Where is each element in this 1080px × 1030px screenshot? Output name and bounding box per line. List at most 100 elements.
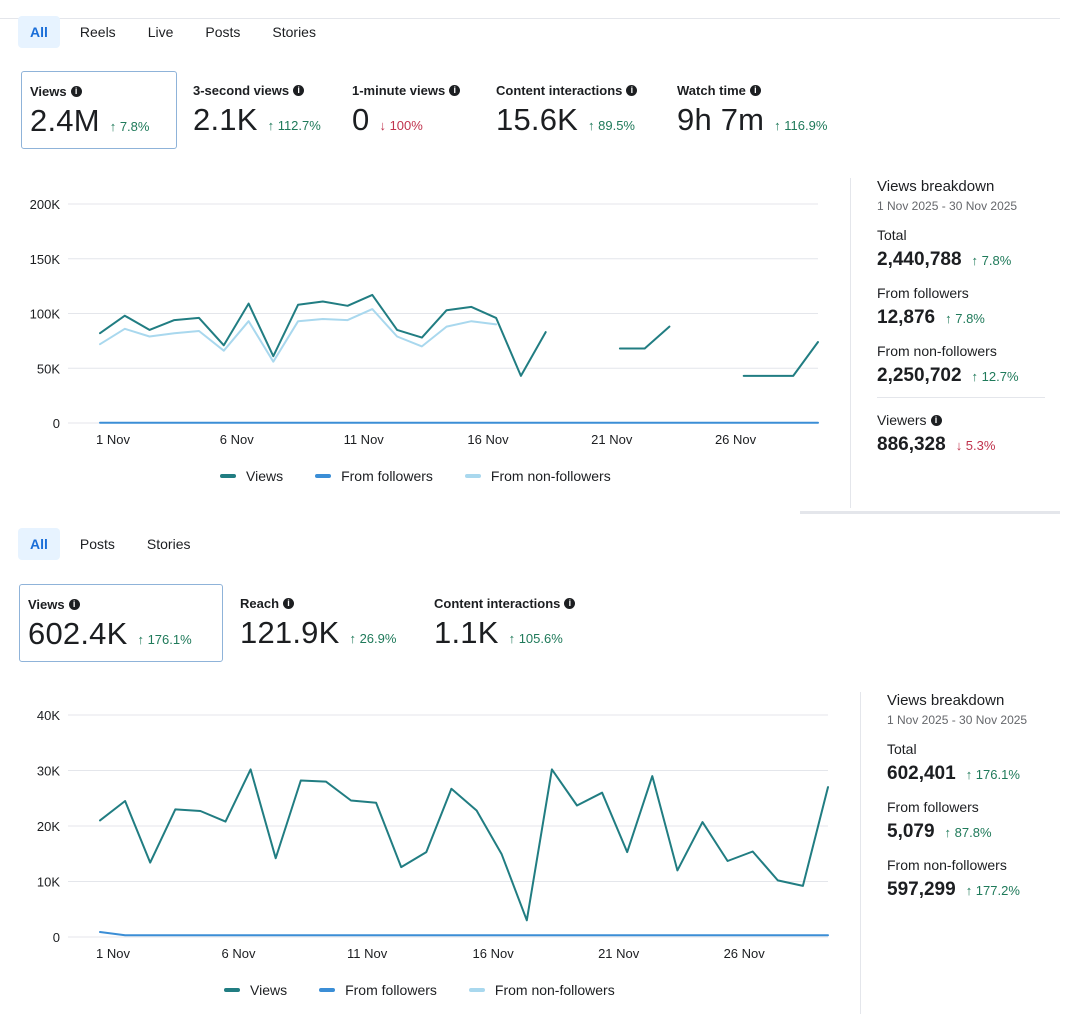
- legend-item-views[interactable]: Views: [224, 982, 287, 998]
- info-icon[interactable]: i: [68, 599, 80, 610]
- content-type-tabs: All Posts Stories: [18, 528, 210, 560]
- legend-label: From followers: [341, 468, 433, 484]
- metric-label: Views i: [30, 84, 168, 99]
- metric-row: 0 ↓ 100%: [352, 102, 476, 138]
- x-tick-label: 6 Nov: [220, 432, 254, 447]
- metric-change: ↑ 7.8%: [109, 119, 150, 134]
- views-line-chart[interactable]: 0 10K 20K 30K 40K 1 Nov 6 Nov 11 Nov 16 Nov 21 No…: [0, 694, 850, 966]
- tab-posts[interactable]: Posts: [205, 24, 241, 40]
- metric-card-watch-time[interactable]: Watch time i 9h 7m ↑ 116.9%: [669, 71, 859, 149]
- legend-item-views[interactable]: Views: [220, 468, 283, 484]
- metric-label: 3-second views i: [193, 83, 329, 98]
- y-tick-label: 200K: [30, 197, 61, 212]
- metric-card-content-interactions[interactable]: Content interactions i 15.6K ↑ 89.5%: [488, 71, 664, 149]
- metric-row: 2.4M ↑ 7.8%: [30, 103, 168, 139]
- y-tick-label: 30K: [37, 764, 60, 779]
- breakdown-row-from-followers: 12,876 ↑ 7.8%: [877, 307, 1060, 329]
- metric-card-content-interactions[interactable]: Content interactions i 1.1K ↑ 105.6%: [426, 584, 616, 662]
- y-tick-label: 0: [53, 930, 60, 945]
- metric-card-views[interactable]: Views i 2.4M ↑ 7.8%: [21, 71, 177, 149]
- breakdown-value: 602,401: [887, 763, 956, 784]
- metric-row: 9h 7m ↑ 116.9%: [677, 102, 851, 138]
- info-icon[interactable]: i: [930, 414, 942, 426]
- metric-row: 15.6K ↑ 89.5%: [496, 102, 656, 138]
- metric-label: Content interactions i: [496, 83, 656, 98]
- metric-change: ↑ 26.9%: [349, 631, 397, 646]
- tab-all[interactable]: All: [18, 16, 60, 48]
- y-tick-label: 10K: [37, 875, 60, 890]
- info-icon[interactable]: i: [70, 86, 82, 97]
- info-icon[interactable]: i: [283, 598, 295, 609]
- panel-top-border: [0, 18, 1060, 19]
- tab-all[interactable]: All: [18, 528, 60, 560]
- metric-value: 0: [352, 102, 370, 137]
- breakdown-row-total: 602,401 ↑ 176.1%: [887, 763, 1070, 785]
- legend-label: From non-followers: [490, 468, 611, 484]
- breakdown-label-from-followers: From followers: [877, 285, 1060, 301]
- breakdown-change: ↑ 7.8%: [971, 253, 1012, 268]
- breakdown-change: ↑ 12.7%: [971, 369, 1019, 384]
- views-breakdown-panel: Views breakdown 1 Nov 2025 - 30 Nov 2025…: [860, 692, 1070, 1014]
- tab-stories[interactable]: Stories: [146, 536, 191, 552]
- breakdown-label-from-followers: From followers: [887, 799, 1070, 815]
- breakdown-value: 597,299: [887, 879, 956, 900]
- metric-card-3-second-views[interactable]: 3-second views i 2.1K ↑ 112.7%: [185, 71, 337, 149]
- x-tick-label: 26 Nov: [724, 946, 766, 961]
- y-tick-label: 50K: [37, 361, 60, 376]
- metric-card-views[interactable]: Views i 602.4K ↑ 176.1%: [19, 584, 223, 662]
- breakdown-row-from-followers: 5,079 ↑ 87.8%: [887, 821, 1070, 843]
- metric-label-text: Reach: [240, 596, 280, 611]
- x-tick-label: 21 Nov: [591, 432, 633, 447]
- metric-change: ↑ 105.6%: [508, 631, 563, 646]
- legend-swatch: [468, 988, 485, 992]
- x-tick-label: 26 Nov: [715, 432, 757, 447]
- metric-change: ↑ 176.1%: [137, 632, 192, 647]
- series-line-from-non-followers[interactable]: [99, 308, 498, 363]
- info-icon[interactable]: i: [626, 85, 638, 96]
- info-icon[interactable]: i: [293, 85, 305, 96]
- tab-posts[interactable]: Posts: [79, 536, 115, 552]
- metric-label-text: 3-second views: [193, 83, 290, 98]
- breakdown-change: ↑ 7.8%: [945, 311, 985, 326]
- legend-label: From non-followers: [494, 982, 615, 998]
- metric-card-reach[interactable]: Reach i 121.9K ↑ 26.9%: [232, 584, 422, 662]
- series-line-from-followers[interactable]: [99, 931, 829, 937]
- metric-card-1-minute-views[interactable]: 1-minute views i 0 ↓ 100%: [344, 71, 484, 149]
- metric-change: ↑ 116.9%: [774, 118, 828, 133]
- breakdown-row-viewers: 886,328 ↓ 5.3%: [877, 434, 1060, 456]
- chart-legend: Views From followers From non-followers: [224, 982, 647, 998]
- series-line-views[interactable]: [99, 768, 829, 922]
- insights-panel-2: All Posts Stories Views i 602.4K ↑ 176.1% …: [0, 514, 1080, 1030]
- legend-item-from-followers[interactable]: From followers: [319, 982, 437, 998]
- info-icon[interactable]: i: [449, 85, 461, 96]
- legend-item-from-followers[interactable]: From followers: [315, 468, 433, 484]
- x-tick-label: 16 Nov: [467, 432, 509, 447]
- panel-separator: [930, 511, 1060, 514]
- breakdown-title: Views breakdown: [887, 692, 1005, 709]
- metric-label: Views i: [28, 597, 214, 612]
- info-icon[interactable]: i: [749, 85, 761, 96]
- breakdown-change: ↑ 176.1%: [965, 767, 1020, 782]
- metric-label-text: Views: [28, 597, 65, 612]
- metric-change: ↓ 100%: [379, 118, 423, 133]
- series-line-views[interactable]: [99, 293, 819, 377]
- legend-label: From followers: [345, 982, 437, 998]
- metric-label: 1-minute views i: [352, 83, 476, 98]
- tab-stories[interactable]: Stories: [272, 24, 316, 40]
- legend-item-from-non-followers[interactable]: From non-followers: [468, 982, 615, 998]
- legend-label: Views: [246, 468, 284, 484]
- views-line-chart[interactable]: 0 50K 100K 150K 200K 1 Nov 6 Nov 11 Nov 16 Nov 21…: [0, 180, 840, 450]
- metric-label-text: Content interactions: [434, 596, 561, 611]
- metric-row: 1.1K ↑ 105.6%: [434, 615, 608, 651]
- breakdown-title: Views breakdown: [877, 178, 995, 195]
- metric-label-text: Watch time: [677, 83, 746, 98]
- breakdown-value: 5,079: [887, 821, 935, 842]
- breakdown-value: 12,876: [877, 307, 936, 328]
- breakdown-label-text: Total: [887, 741, 917, 757]
- legend-label: Views: [250, 982, 288, 998]
- legend-item-from-non-followers[interactable]: From non-followers: [464, 468, 611, 484]
- tab-reels[interactable]: Reels: [79, 24, 116, 40]
- breakdown-value: 2,250,702: [877, 365, 962, 386]
- info-icon[interactable]: i: [564, 598, 576, 609]
- tab-live[interactable]: Live: [147, 24, 174, 40]
